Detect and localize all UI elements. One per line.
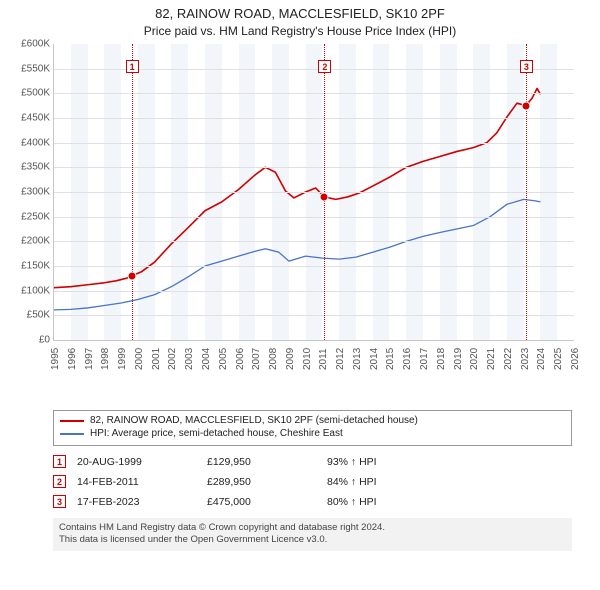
x-axis-label: 2008 — [268, 348, 279, 370]
x-axis-label: 2004 — [201, 348, 212, 370]
y-axis-label: £500K — [21, 88, 50, 99]
chart-region: £0 £50K £100K £150K £200K £250K £300K £350K £400… — [8, 44, 592, 404]
y-axis-label: £600K — [21, 38, 50, 49]
x-axis-label: 2015 — [385, 348, 396, 370]
event-row-number: 2 — [53, 475, 66, 488]
legend-swatch — [60, 433, 84, 435]
event-row-price: £289,950 — [207, 476, 327, 488]
x-axis-label: 1997 — [84, 348, 95, 370]
x-axis-label: 2002 — [167, 348, 178, 370]
plot-area: £0£50K£100K£150K£200K£250K£300K£350K£400… — [53, 44, 574, 341]
event-row-price: £475,000 — [207, 496, 327, 508]
event-number-box: 2 — [318, 60, 331, 73]
x-axis-label: 2014 — [369, 348, 380, 370]
x-axis-label: 2012 — [335, 348, 346, 370]
event-row-vs-hpi: 93% ↑ HPI — [327, 456, 572, 468]
x-axis-label: 2024 — [536, 348, 547, 370]
event-row-number: 3 — [53, 495, 66, 508]
y-axis-label: £350K — [21, 162, 50, 173]
y-axis-label: £400K — [21, 137, 50, 148]
x-axis-label: 2006 — [235, 348, 246, 370]
title-subtitle: Price paid vs. HM Land Registry's House … — [8, 24, 592, 38]
x-axis-label: 2016 — [402, 348, 413, 370]
legend-label: 82, RAINOW ROAD, MACCLESFIELD, SK10 2PF … — [90, 414, 418, 428]
x-axis-label: 2010 — [302, 348, 313, 370]
y-axis-label: £200K — [21, 236, 50, 247]
x-axis-label: 2026 — [570, 348, 581, 370]
legend-label: HPI: Average price, semi-detached house,… — [90, 427, 343, 441]
event-row: 2 14-FEB-2011£289,95084% ↑ HPI — [53, 472, 572, 492]
y-axis-label: £250K — [21, 211, 50, 222]
event-row-date: 17-FEB-2023 — [77, 496, 207, 508]
x-axis-label: 2017 — [419, 348, 430, 370]
x-axis-label: 1996 — [67, 348, 78, 370]
x-axis-label: 2009 — [285, 348, 296, 370]
x-axis-label: 2022 — [503, 348, 514, 370]
y-axis-label: £50K — [27, 310, 50, 321]
legend-row: 82, RAINOW ROAD, MACCLESFIELD, SK10 2PF … — [60, 414, 565, 428]
event-row-number: 1 — [53, 455, 66, 468]
x-axis-label: 2013 — [352, 348, 363, 370]
legend-row: HPI: Average price, semi-detached house,… — [60, 427, 565, 441]
x-axis-label: 2020 — [469, 348, 480, 370]
event-number-box: 3 — [520, 60, 533, 73]
x-axis-label: 2005 — [218, 348, 229, 370]
event-row-price: £129,950 — [207, 456, 327, 468]
y-axis-label: £300K — [21, 186, 50, 197]
x-axis-label: 2018 — [436, 348, 447, 370]
x-axis-label: 1995 — [50, 348, 61, 370]
x-axis-label: 2007 — [251, 348, 262, 370]
x-axis-label: 1999 — [117, 348, 128, 370]
event-row: 1 20-AUG-1999£129,95093% ↑ HPI — [53, 452, 572, 472]
event-marker — [127, 271, 136, 280]
x-axis-label: 2011 — [318, 348, 329, 370]
event-line — [132, 44, 133, 340]
info-panel: 82, RAINOW ROAD, MACCLESFIELD, SK10 2PF … — [8, 410, 592, 551]
event-row-vs-hpi: 80% ↑ HPI — [327, 496, 572, 508]
y-axis-label: £0 — [39, 334, 50, 345]
event-row-date: 20-AUG-1999 — [77, 456, 207, 468]
footer-line1: Contains HM Land Registry data © Crown c… — [59, 522, 566, 534]
x-axis-label: 1998 — [100, 348, 111, 370]
event-row: 3 17-FEB-2023£475,00080% ↑ HPI — [53, 492, 572, 512]
event-marker — [320, 192, 329, 201]
x-axis-label: 2019 — [453, 348, 464, 370]
events-table: 1 20-AUG-1999£129,95093% ↑ HPI 2 14-FEB-201… — [53, 452, 572, 512]
event-row-vs-hpi: 84% ↑ HPI — [327, 476, 572, 488]
event-marker — [521, 101, 530, 110]
legend: 82, RAINOW ROAD, MACCLESFIELD, SK10 2PF … — [53, 410, 572, 446]
x-axis-label: 2025 — [553, 348, 564, 370]
y-axis-label: £550K — [21, 63, 50, 74]
y-axis-label: £150K — [21, 260, 50, 271]
legend-swatch — [60, 420, 84, 422]
y-axis-label: £100K — [21, 285, 50, 296]
x-axis-label: 2023 — [520, 348, 531, 370]
x-axis-label: 2001 — [151, 348, 162, 370]
event-row-date: 14-FEB-2011 — [77, 476, 207, 488]
event-line — [526, 44, 527, 340]
footer-attribution: Contains HM Land Registry data © Crown c… — [53, 518, 572, 551]
y-axis-label: £450K — [21, 112, 50, 123]
footer-line2: This data is licensed under the Open Gov… — [59, 534, 566, 546]
title-address: 82, RAINOW ROAD, MACCLESFIELD, SK10 2PF — [8, 6, 592, 22]
x-axis-label: 2021 — [486, 348, 497, 370]
event-number-box: 1 — [126, 60, 139, 73]
x-axis-label: 2003 — [184, 348, 195, 370]
x-axis-label: 2000 — [134, 348, 145, 370]
